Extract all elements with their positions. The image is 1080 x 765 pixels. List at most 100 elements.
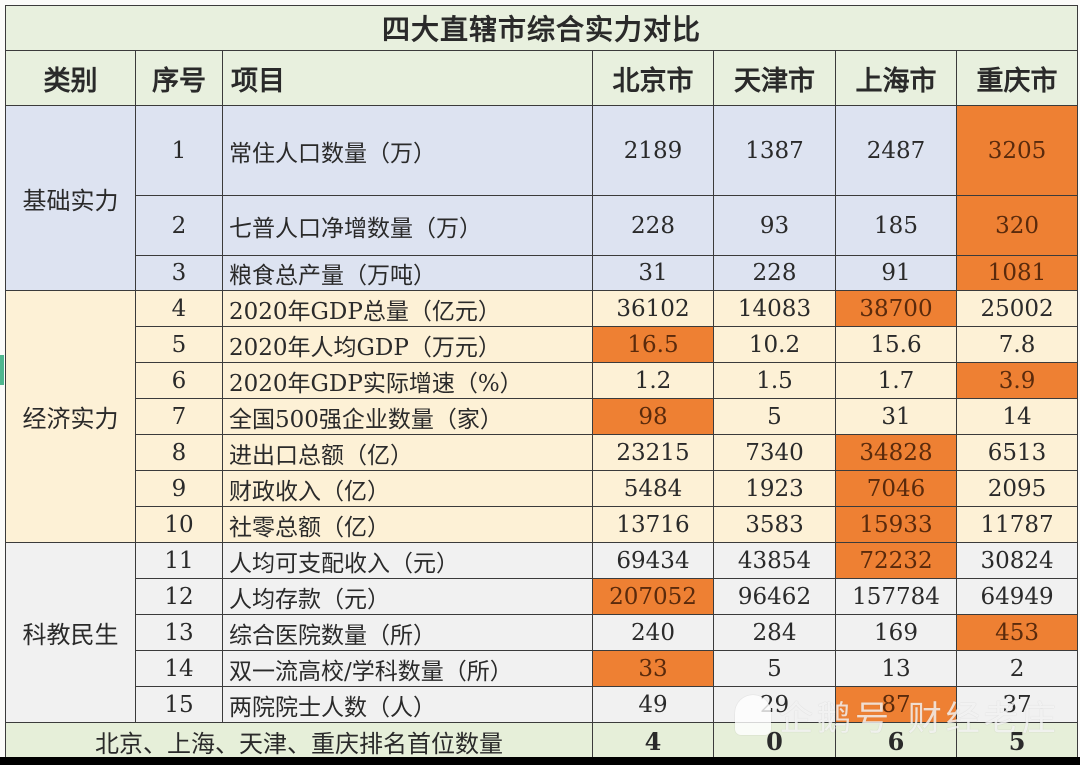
value-cell-beijing: 2189 xyxy=(592,105,714,196)
value-cell-chongqing: 37 xyxy=(955,686,1079,723)
seq-cell: 6 xyxy=(135,362,223,399)
value-cell-shanghai: 72232 xyxy=(835,542,957,579)
value-cell-beijing: 240 xyxy=(592,614,714,651)
value-cell-shanghai: 13 xyxy=(835,650,957,687)
seq-cell: 5 xyxy=(135,326,223,363)
value-cell-chongqing: 30824 xyxy=(955,542,1079,579)
item-cell: 人均存款（元） xyxy=(222,578,593,615)
table-row: 基础实力 1 常住人口数量（万） 2189 1387 2487 3205 xyxy=(5,105,1079,291)
header-category: 类别 xyxy=(5,50,136,106)
value-cell-chongqing: 64949 xyxy=(955,578,1079,615)
table-row: 6 2020年GDP实际增速（%） 1.2 1.5 1.7 3.9 xyxy=(6,362,1079,399)
value-cell-beijing: 31 xyxy=(592,255,714,291)
table-row: 12 人均存款（元） 207052 96462 157784 64949 xyxy=(6,578,1079,615)
value-cell-tianjin: 43854 xyxy=(713,542,836,579)
value-cell-chongqing: 2 xyxy=(955,650,1079,687)
value-cell-tianjin: 14083 xyxy=(713,290,836,327)
value-cell-chongqing: 320 xyxy=(955,195,1079,256)
seq-cell: 4 xyxy=(135,290,223,327)
footer-chongqing: 5 xyxy=(955,722,1079,760)
value-cell-shanghai: 169 xyxy=(835,614,957,651)
value-cell-beijing: 1.2 xyxy=(592,362,714,399)
header-beijing: 北京市 xyxy=(592,50,714,106)
value-cell-beijing: 98 xyxy=(592,398,714,435)
row-selection-marker xyxy=(0,355,4,385)
value-cell-chongqing: 6513 xyxy=(955,434,1079,471)
header-item: 项目 xyxy=(222,50,593,106)
item-cell: 2020年GDP实际增速（%） xyxy=(222,362,593,399)
value-cell-shanghai: 7046 xyxy=(835,470,957,507)
item-cell: 2020年GDP总量（亿元） xyxy=(222,290,593,327)
value-cell-chongqing: 14 xyxy=(955,398,1079,435)
value-cell-beijing: 36102 xyxy=(592,290,714,327)
comparison-table: 四大直辖市综合实力对比 类别 序号 项目 北京市 天津市 上海市 重庆市 基础实… xyxy=(4,5,1079,760)
value-cell-shanghai: 38700 xyxy=(835,290,957,327)
value-cell-beijing: 16.5 xyxy=(592,326,714,363)
table-row: 13 综合医院数量（所） 240 284 169 453 xyxy=(6,614,1079,651)
seq-cell: 7 xyxy=(135,398,223,435)
value-cell-chongqing: 3.9 xyxy=(955,362,1079,399)
item-cell: 全国500强企业数量（家） xyxy=(222,398,593,435)
item-cell: 双一流高校/学科数量（所） xyxy=(222,650,593,687)
seq-cell: 9 xyxy=(135,470,223,507)
table-row: 科教民生 11 人均可支配收入（元） 69434 43854 72232 30824 xyxy=(5,542,1079,723)
value-cell-tianjin: 5 xyxy=(713,650,836,687)
value-cell-tianjin: 284 xyxy=(713,614,836,651)
value-cell-shanghai: 31 xyxy=(835,398,957,435)
header-chongqing: 重庆市 xyxy=(955,50,1079,106)
value-cell-chongqing: 453 xyxy=(955,614,1079,651)
seq-cell: 14 xyxy=(135,650,223,687)
value-cell-shanghai: 15933 xyxy=(835,506,957,543)
footer-shanghai: 6 xyxy=(835,722,957,760)
category-cell: 基础实力 xyxy=(5,105,136,291)
value-cell-tianjin: 1387 xyxy=(713,105,836,196)
item-cell: 两院院士人数（人） xyxy=(222,686,593,723)
value-cell-chongqing: 7.8 xyxy=(955,326,1079,363)
value-cell-beijing: 13716 xyxy=(592,506,714,543)
footer-label: 北京、上海、天津、重庆排名首位数量 xyxy=(5,722,593,760)
table-row: 3 粮食总产量（万吨） 31 228 91 1081 xyxy=(6,255,1079,291)
seq-cell: 8 xyxy=(135,434,223,471)
item-cell: 粮食总产量（万吨） xyxy=(222,255,593,291)
value-cell-tianjin: 29 xyxy=(713,686,836,723)
value-cell-beijing: 207052 xyxy=(592,578,714,615)
value-cell-shanghai: 2487 xyxy=(835,105,957,196)
value-cell-shanghai: 87 xyxy=(835,686,957,723)
item-cell: 常住人口数量（万） xyxy=(222,105,593,196)
value-cell-tianjin: 3583 xyxy=(713,506,836,543)
table-row: 9 财政收入（亿） 5484 1923 7046 2095 xyxy=(6,470,1079,507)
table-row: 8 进出口总额（亿） 23215 7340 34828 6513 xyxy=(6,434,1079,471)
value-cell-tianjin: 1.5 xyxy=(713,362,836,399)
item-cell: 2020年人均GDP（万元） xyxy=(222,326,593,363)
item-cell: 综合医院数量（所） xyxy=(222,614,593,651)
item-cell: 人均可支配收入（元） xyxy=(222,542,593,579)
value-cell-tianjin: 7340 xyxy=(713,434,836,471)
value-cell-beijing: 69434 xyxy=(592,542,714,579)
item-cell: 七普人口净增数量（万） xyxy=(222,195,593,256)
value-cell-tianjin: 5 xyxy=(713,398,836,435)
table-row: 2 七普人口净增数量（万） 228 93 185 320 xyxy=(6,195,1079,256)
value-cell-beijing: 5484 xyxy=(592,470,714,507)
seq-cell: 13 xyxy=(135,614,223,651)
value-cell-tianjin: 10.2 xyxy=(713,326,836,363)
item-cell: 财政收入（亿） xyxy=(222,470,593,507)
value-cell-chongqing: 25002 xyxy=(955,290,1079,327)
footer-row: 北京、上海、天津、重庆排名首位数量 4 0 6 5 xyxy=(5,722,1079,760)
item-cell: 社零总额（亿） xyxy=(222,506,593,543)
table-row: 14 双一流高校/学科数量（所） 33 5 13 2 xyxy=(6,650,1079,687)
footer-tianjin: 0 xyxy=(713,722,836,760)
header-shanghai: 上海市 xyxy=(835,50,957,106)
value-cell-beijing: 33 xyxy=(592,650,714,687)
value-cell-chongqing: 11787 xyxy=(955,506,1079,543)
seq-cell: 2 xyxy=(135,195,223,256)
seq-cell: 12 xyxy=(135,578,223,615)
seq-cell: 11 xyxy=(135,542,223,579)
table-row: 经济实力 4 2020年GDP总量（亿元） 36102 14083 38700 25002 xyxy=(5,290,1079,543)
seq-cell: 15 xyxy=(135,686,223,723)
table-row: 7 全国500强企业数量（家） 98 5 31 14 xyxy=(6,398,1079,435)
value-cell-beijing: 23215 xyxy=(592,434,714,471)
value-cell-tianjin: 93 xyxy=(713,195,836,256)
bottom-edge xyxy=(0,757,1080,765)
value-cell-beijing: 228 xyxy=(592,195,714,256)
value-cell-shanghai: 157784 xyxy=(835,578,957,615)
